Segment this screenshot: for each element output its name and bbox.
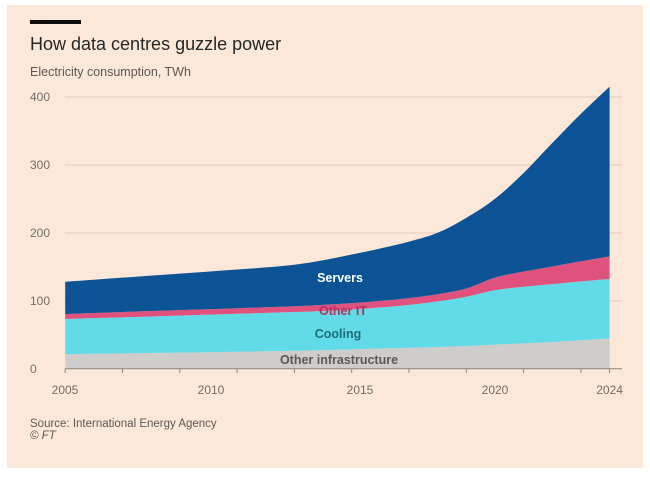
svg-text:Cooling: Cooling [315,327,362,341]
svg-text:400: 400 [30,90,50,104]
svg-text:Other infrastructure: Other infrastructure [280,353,398,367]
svg-text:100: 100 [30,294,50,308]
svg-text:0: 0 [30,362,37,376]
svg-text:2005: 2005 [52,383,79,397]
svg-text:2015: 2015 [347,383,374,397]
svg-text:Other IT: Other IT [319,304,367,318]
svg-text:Servers: Servers [317,271,363,285]
svg-text:300: 300 [30,158,50,172]
svg-text:2020: 2020 [482,383,509,397]
svg-text:200: 200 [30,226,50,240]
svg-text:2024: 2024 [596,383,623,397]
svg-text:2010: 2010 [198,383,225,397]
